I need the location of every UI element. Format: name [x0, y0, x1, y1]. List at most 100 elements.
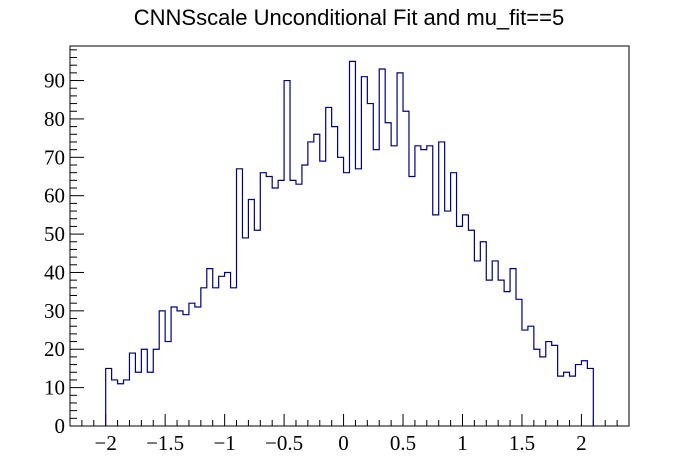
histogram-bin [415, 146, 421, 426]
histogram-bin [207, 269, 213, 426]
y-axis: 0 10 20 30 40 50 60 70 80 90 [44, 49, 84, 438]
histogram-bin [314, 134, 320, 426]
histogram-bin [266, 177, 272, 426]
histogram-bin [564, 372, 570, 426]
histogram-bin [575, 365, 581, 426]
histogram-bin [242, 238, 248, 426]
histogram-bin [558, 376, 564, 426]
histogram-bin [552, 345, 558, 426]
plot-frame [69, 45, 630, 427]
histogram-bins [106, 61, 594, 426]
histogram-bin [332, 127, 338, 426]
histogram-bin [498, 280, 504, 426]
histogram-bin [403, 111, 409, 426]
histogram-bin [540, 357, 546, 426]
x-tick-label: −2 [95, 431, 117, 455]
histogram-bin [361, 77, 367, 426]
x-tick-label: 0 [338, 431, 349, 455]
histogram-bin [516, 299, 522, 426]
histogram-bin [260, 173, 266, 426]
histogram-bin [124, 380, 130, 426]
histogram-bin [546, 342, 552, 426]
x-axis: −2 −1.5 −1 −0.5 0 0.5 1 1.5 2 [69, 414, 630, 455]
histogram-bin [510, 269, 516, 426]
histogram-bin [153, 349, 159, 426]
histogram-bin [427, 146, 433, 426]
histogram-bin [272, 188, 278, 426]
histogram-bin [468, 230, 474, 426]
histogram-bin [213, 288, 219, 426]
histogram-bin [320, 161, 326, 426]
y-tick-label: 60 [44, 184, 65, 208]
histogram-bin [189, 303, 195, 426]
histogram-bin [474, 261, 480, 426]
x-tick-label: −1 [213, 431, 235, 455]
histogram-bin [254, 230, 260, 426]
histogram-bin [486, 280, 492, 426]
histogram-bin [409, 177, 415, 426]
histogram-bin [379, 69, 385, 426]
histogram-bin [248, 200, 254, 426]
y-tick-label: 10 [44, 376, 65, 400]
histogram-bin [231, 288, 237, 426]
histogram-bin [581, 361, 587, 426]
chart-title: CNNSscale Unconditional Fit and mu_fit==… [134, 5, 564, 30]
histogram-bin [225, 272, 231, 426]
y-tick-label: 80 [44, 107, 65, 131]
histogram-bin [296, 184, 302, 426]
histogram-outline [105, 60, 594, 426]
histogram-bin [457, 226, 463, 426]
histogram-bin [129, 353, 135, 426]
histogram-bin [451, 173, 457, 426]
histogram-bin [201, 288, 207, 426]
histogram-bin [195, 307, 201, 426]
x-tick-label: 2 [576, 431, 587, 455]
histogram-bin [165, 342, 171, 426]
y-tick-label: 40 [44, 260, 65, 284]
histogram-bin [587, 368, 593, 426]
histogram-bin [159, 311, 165, 426]
histogram-bin [338, 157, 344, 426]
histogram-bin [106, 368, 112, 426]
y-tick-label: 50 [44, 222, 65, 246]
histogram-bin [570, 376, 576, 426]
x-tick-label: 0.5 [390, 431, 416, 455]
histogram-bin [391, 146, 397, 426]
histogram-bin [397, 73, 403, 426]
histogram-bin [373, 150, 379, 426]
x-tick-label: −0.5 [265, 431, 303, 455]
histogram-bin [237, 169, 243, 426]
histogram-bin [290, 180, 296, 426]
histogram-bin [219, 276, 225, 426]
histogram-bin [433, 215, 439, 426]
histogram-bin [171, 307, 177, 426]
histogram-bin [522, 330, 528, 426]
x-tick-label: −1.5 [146, 431, 184, 455]
histogram-bin [528, 326, 534, 426]
histogram-bin [355, 169, 361, 426]
histogram-bin [284, 81, 290, 426]
histogram-bin [147, 372, 153, 426]
histogram-bin [141, 349, 147, 426]
histogram-bin [183, 315, 189, 426]
histogram-bin [308, 142, 314, 426]
histogram-bin [350, 61, 356, 426]
histogram-bin [135, 372, 141, 426]
y-tick-label: 30 [44, 299, 65, 323]
histogram-bin [439, 142, 445, 426]
histogram-bin [118, 384, 124, 426]
histogram-bin [112, 380, 118, 426]
y-tick-label: 20 [44, 337, 65, 361]
histogram-bin [480, 242, 486, 426]
y-tick-label: 90 [44, 69, 65, 93]
histogram-bin [367, 104, 373, 426]
y-tick-label: 70 [44, 145, 65, 169]
histogram-bin [326, 107, 332, 426]
histogram-bin [344, 173, 350, 426]
histogram-bin [177, 311, 183, 426]
histogram-bin [302, 165, 308, 426]
histogram-bin [492, 261, 498, 426]
histogram-bin [462, 215, 468, 426]
histogram-bin [385, 123, 391, 426]
